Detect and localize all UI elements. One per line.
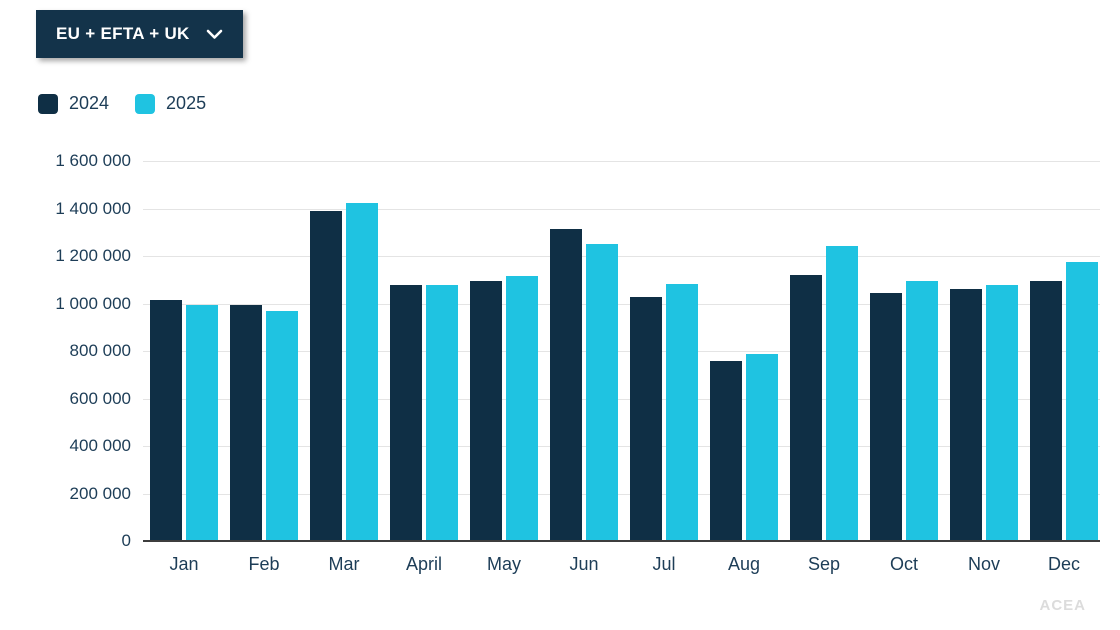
bar-oct-2025[interactable]: [906, 281, 938, 540]
chart-legend: 2024 2025: [38, 93, 206, 114]
y-axis-tick-label: 600 000: [69, 388, 131, 408]
bar-nov-2025[interactable]: [986, 284, 1018, 540]
bar-jun-2025[interactable]: [586, 244, 618, 540]
x-axis-tick-label: Oct: [889, 554, 918, 574]
legend-label-2025: 2025: [166, 93, 207, 113]
bar-jun-2024[interactable]: [550, 228, 582, 540]
bar-nov-2024[interactable]: [950, 289, 982, 540]
x-axis-tick-label: April: [405, 554, 442, 574]
y-axis-tick-label: 400 000: [69, 436, 131, 455]
gridline: [143, 161, 1100, 162]
chevron-down-icon: [206, 29, 223, 40]
x-axis-tick-label: Jul: [652, 554, 676, 574]
x-axis-tick-label: Mar: [328, 554, 360, 574]
gridline: [143, 398, 1100, 400]
bar-sep-2024[interactable]: [790, 275, 822, 540]
bar-dec-2024[interactable]: [1030, 281, 1062, 540]
legend-item-2025[interactable]: 2025: [135, 93, 206, 114]
bar-may-2024[interactable]: [470, 281, 502, 540]
bar-mar-2024[interactable]: [310, 211, 342, 540]
plot-area: [143, 161, 1100, 542]
x-axis-tick-label: Aug: [727, 554, 761, 574]
gridline: [143, 256, 1100, 257]
x-axis-tick-label: May: [486, 554, 521, 574]
x-axis-tick-label: Feb: [248, 554, 280, 574]
bar-april-2025[interactable]: [426, 284, 458, 540]
y-axis-tick-label: 1 200 000: [55, 246, 131, 265]
bar-oct-2024[interactable]: [870, 293, 902, 540]
bar-jul-2024[interactable]: [630, 296, 662, 540]
bar-feb-2024[interactable]: [230, 304, 262, 540]
y-axis-tick-label: 1 400 000: [55, 198, 131, 218]
bar-may-2025[interactable]: [506, 276, 538, 540]
bar-aug-2024[interactable]: [710, 360, 742, 540]
gridline: [143, 303, 1100, 305]
bar-jan-2024[interactable]: [150, 300, 182, 540]
x-axis-tick-label: Nov: [967, 554, 1000, 574]
region-filter-dropdown[interactable]: EU + EFTA + UK: [36, 10, 243, 58]
bar-april-2024[interactable]: [390, 284, 422, 540]
bar-dec-2025[interactable]: [1066, 262, 1098, 540]
y-axis-tick-label: 1 600 000: [55, 151, 131, 170]
x-axis-tick-label: Dec: [1047, 554, 1080, 574]
x-axis-tick-label: Jan: [169, 554, 199, 574]
bar-mar-2025[interactable]: [346, 202, 378, 540]
bar-feb-2025[interactable]: [266, 310, 298, 540]
bar-sep-2025[interactable]: [826, 245, 858, 540]
x-axis-tick-label: Sep: [807, 554, 841, 574]
x-axis-tick-label: Jun: [569, 554, 599, 574]
y-axis-tick-label: 200 000: [69, 483, 131, 503]
bar-jan-2025[interactable]: [186, 304, 218, 540]
legend-swatch-2025: [135, 93, 156, 114]
gridline: [143, 351, 1100, 352]
y-axis-tick-label: 800 000: [69, 341, 131, 360]
y-axis-tick-label: 1 000 000: [55, 293, 131, 313]
region-filter-label: EU + EFTA + UK: [56, 24, 190, 43]
legend-label-2024: 2024: [69, 93, 110, 113]
gridline: [143, 208, 1100, 210]
acea-watermark: ACEA: [1039, 597, 1086, 614]
legend-item-2024[interactable]: 2024: [38, 93, 109, 114]
bar-aug-2025[interactable]: [746, 353, 778, 540]
bar-jul-2025[interactable]: [666, 283, 698, 540]
y-axis-tick-label: 0: [121, 531, 131, 550]
gridline: [143, 446, 1100, 447]
gridline: [143, 493, 1100, 495]
x-axis-line: [143, 540, 1100, 542]
legend-swatch-2024: [38, 93, 58, 114]
